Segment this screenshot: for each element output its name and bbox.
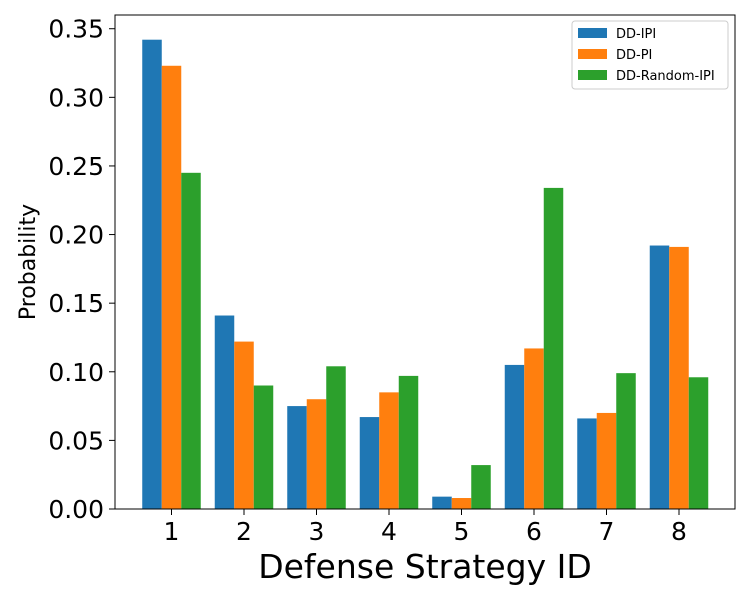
bar-dd-pi-7: [596, 412, 617, 509]
legend-label-dd-pi: DD-PI: [616, 48, 652, 63]
bar-dd-pi-8: [669, 246, 689, 509]
y-axis-label: Probability: [16, 204, 41, 320]
x-tick-label: 6: [526, 517, 542, 546]
x-tick-label: 7: [599, 517, 615, 546]
x-tick-label: 8: [671, 517, 687, 546]
bar-dd-pi-5: [451, 498, 472, 509]
bar-dd-pi-2: [234, 341, 254, 509]
bar-dd-random-ipi-6: [543, 187, 564, 509]
bar-dd-ipi-8: [649, 245, 670, 509]
bar-dd-random-ipi-4: [398, 375, 419, 509]
bars-layer: [142, 39, 709, 510]
bar-dd-pi-4: [379, 392, 399, 509]
y-tick-label: 0.35: [48, 15, 104, 44]
bar-dd-ipi-4: [359, 417, 380, 509]
legend-box: [571, 20, 729, 90]
x-tick-label: 1: [164, 517, 180, 546]
bar-dd-random-ipi-5: [471, 465, 491, 509]
x-tick-label: 5: [454, 517, 470, 546]
y-tick-label: 0.30: [48, 83, 104, 112]
bar-dd-random-ipi-8: [688, 377, 709, 509]
plot-frame: [114, 14, 736, 510]
x-axis-label: Defense Strategy ID: [258, 547, 592, 586]
bar-dd-random-ipi-7: [616, 373, 636, 509]
bar-dd-ipi-2: [214, 315, 235, 509]
y-tick-label: 0.25: [48, 152, 104, 181]
x-tick-label: 4: [381, 517, 397, 546]
bar-dd-pi-6: [524, 348, 544, 509]
x-tick-label: 2: [236, 517, 252, 546]
legend-swatch-dd-random-ipi: [578, 70, 607, 80]
bar-dd-random-ipi-3: [326, 366, 346, 509]
x-axis: 1 2 3 4 5 6 7 8: [164, 509, 687, 546]
bar-dd-ipi-6: [504, 364, 525, 509]
bar-dd-ipi-3: [287, 406, 307, 509]
bar-dd-random-ipi-1: [181, 172, 201, 509]
y-tick-label: 0.10: [48, 358, 104, 387]
legend: DD-IPI DD-PI DD-Random-IPI: [571, 20, 729, 90]
y-tick-label: 0.00: [48, 495, 104, 524]
bar-dd-pi-3: [306, 399, 327, 509]
y-axis: 0.00 0.05 0.10 0.15 0.20 0.25 0.30 0.35: [48, 15, 115, 524]
y-tick-label: 0.05: [48, 426, 104, 455]
legend-label-dd-ipi: DD-IPI: [616, 27, 656, 42]
bar-dd-ipi-5: [432, 496, 452, 509]
bar-dd-pi-1: [161, 65, 182, 510]
bar-dd-ipi-1: [142, 39, 162, 509]
y-tick-label: 0.20: [48, 221, 104, 250]
legend-swatch-dd-ipi: [578, 28, 607, 38]
legend-swatch-dd-pi: [578, 49, 607, 59]
bar-dd-ipi-7: [577, 418, 597, 509]
bar-dd-random-ipi-2: [253, 385, 274, 509]
legend-label-dd-random-ipi: DD-Random-IPI: [616, 69, 715, 84]
y-tick-label: 0.15: [48, 289, 104, 318]
x-tick-label: 3: [309, 517, 325, 546]
